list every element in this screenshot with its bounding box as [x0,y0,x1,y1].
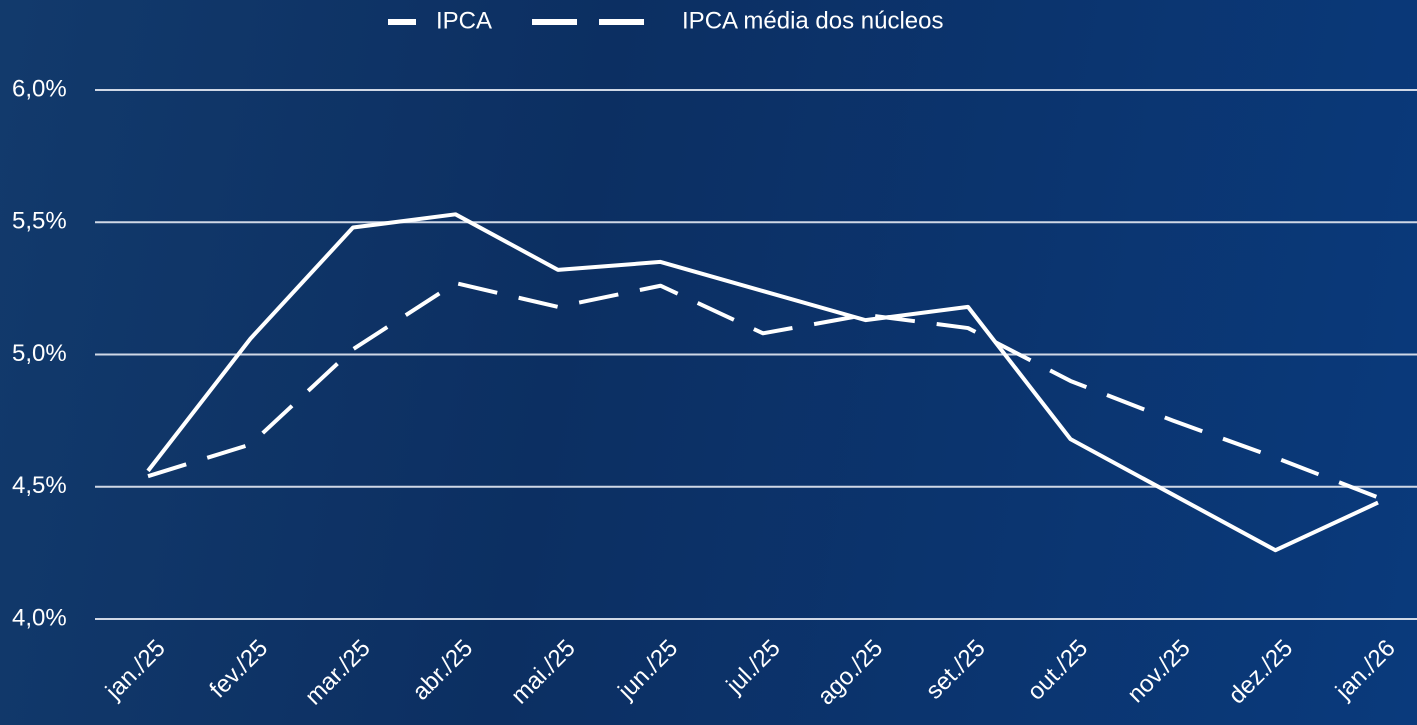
y-tick-label: 6,0% [12,75,67,102]
y-tick-label: 5,5% [12,208,67,235]
x-tick-label: jun./25 [612,635,683,706]
y-tick-label: 4,0% [12,604,67,631]
x-tick-label: jul./25 [721,635,786,700]
x-tick-label: set./25 [921,635,991,705]
x-tick-label: dez./25 [1223,635,1298,710]
x-tick-label: fev./25 [204,635,273,704]
x-tick-label: ago./25 [813,635,889,711]
x-tick-label: nov./25 [1122,635,1196,709]
line-series [146,212,1379,553]
x-tick-label: abr./25 [407,635,478,706]
x-tick-label: jan./25 [100,635,171,706]
x-tick-label: jan./26 [1330,635,1401,706]
y-tick-label: 4,5% [12,472,67,499]
x-tick-label: mar./25 [300,635,376,711]
legend-label: IPCA média dos núcleos [682,7,943,34]
line-series [147,281,1379,500]
x-tick-label: mai./25 [506,635,581,710]
y-tick-label: 5,0% [12,340,67,367]
legend-label: IPCA [436,7,492,34]
x-tick-label: out./25 [1022,635,1093,706]
